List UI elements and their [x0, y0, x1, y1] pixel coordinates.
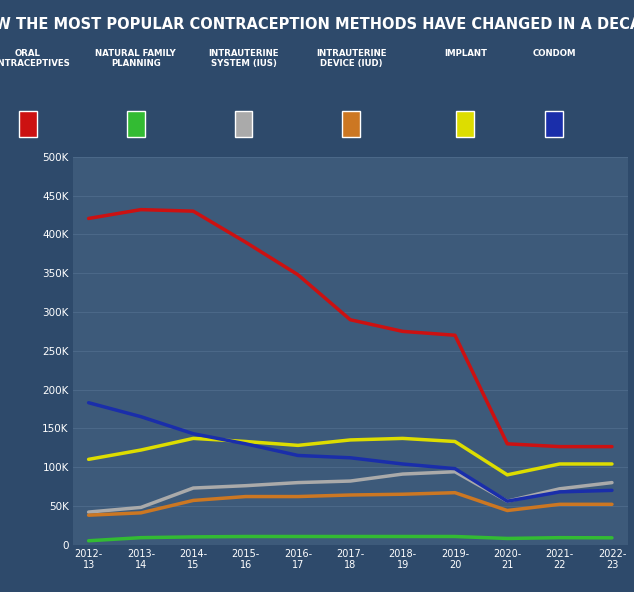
FancyBboxPatch shape [545, 111, 563, 137]
Text: NATURAL FAMILY
PLANNING: NATURAL FAMILY PLANNING [95, 49, 176, 68]
Text: HOW THE MOST POPULAR CONTRACEPTION METHODS HAVE CHANGED IN A DECADE: HOW THE MOST POPULAR CONTRACEPTION METHO… [0, 17, 634, 32]
Text: INTRAUTERINE
SYSTEM (IUS): INTRAUTERINE SYSTEM (IUS) [208, 49, 279, 68]
FancyBboxPatch shape [127, 111, 145, 137]
Text: IMPLANT: IMPLANT [444, 49, 487, 57]
Text: ORAL
CONTRACEPTIVES: ORAL CONTRACEPTIVES [0, 49, 71, 68]
FancyBboxPatch shape [342, 111, 360, 137]
FancyBboxPatch shape [456, 111, 474, 137]
Text: CONDOM: CONDOM [533, 49, 576, 57]
Text: INTRAUTERINE
DEVICE (IUD): INTRAUTERINE DEVICE (IUD) [316, 49, 387, 68]
FancyBboxPatch shape [235, 111, 252, 137]
FancyBboxPatch shape [19, 111, 37, 137]
